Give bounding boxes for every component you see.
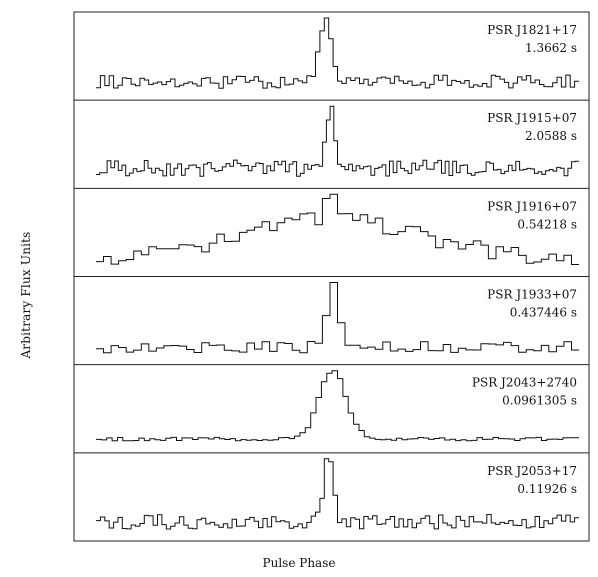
pulsar-name: PSR J1933+07 xyxy=(487,288,577,302)
pulsar-period: 0.437446 s xyxy=(510,306,577,320)
pulsar-name: PSR J2053+17 xyxy=(487,464,577,478)
profile-trace xyxy=(96,458,579,530)
panel-5: PSR J2043+2740 0.0961305 s xyxy=(74,364,589,442)
pulsar-period: 0.0961305 s xyxy=(502,394,577,408)
pulsar-name: PSR J2043+2740 xyxy=(472,376,577,390)
y-axis-label-text: Arbitrary Flux Units xyxy=(19,231,33,359)
profile-trace xyxy=(96,105,579,177)
panel-1: PSR J1821+17 1.3662 s xyxy=(96,17,579,89)
pulsar-name: PSR J1915+07 xyxy=(487,111,577,125)
pulsar-period: 1.3662 s xyxy=(525,41,577,55)
y-axis-label: Arbitrary Flux Units xyxy=(6,180,46,410)
profile-trace xyxy=(96,282,579,354)
profile-trace xyxy=(96,193,579,265)
pulsar-period: 2.0588 s xyxy=(525,129,577,143)
x-axis-label: Pulse Phase xyxy=(262,556,336,570)
profile-trace xyxy=(96,370,579,442)
panel-2: PSR J1915+07 2.0588 s xyxy=(74,99,589,177)
panel-3: PSR J1916+07 0.54218 s xyxy=(74,187,589,265)
pulsar-name: PSR J1821+17 xyxy=(487,23,577,37)
panel-4: PSR J1933+07 0.437446 s xyxy=(74,276,589,354)
pulsar-period: 0.11926 s xyxy=(517,482,577,496)
pulsar-period: 0.54218 s xyxy=(517,217,577,231)
pulsar-name: PSR J1916+07 xyxy=(487,199,577,213)
panel-6: PSR J2053+17 0.11926 s xyxy=(74,452,589,530)
profile-trace xyxy=(96,17,579,89)
